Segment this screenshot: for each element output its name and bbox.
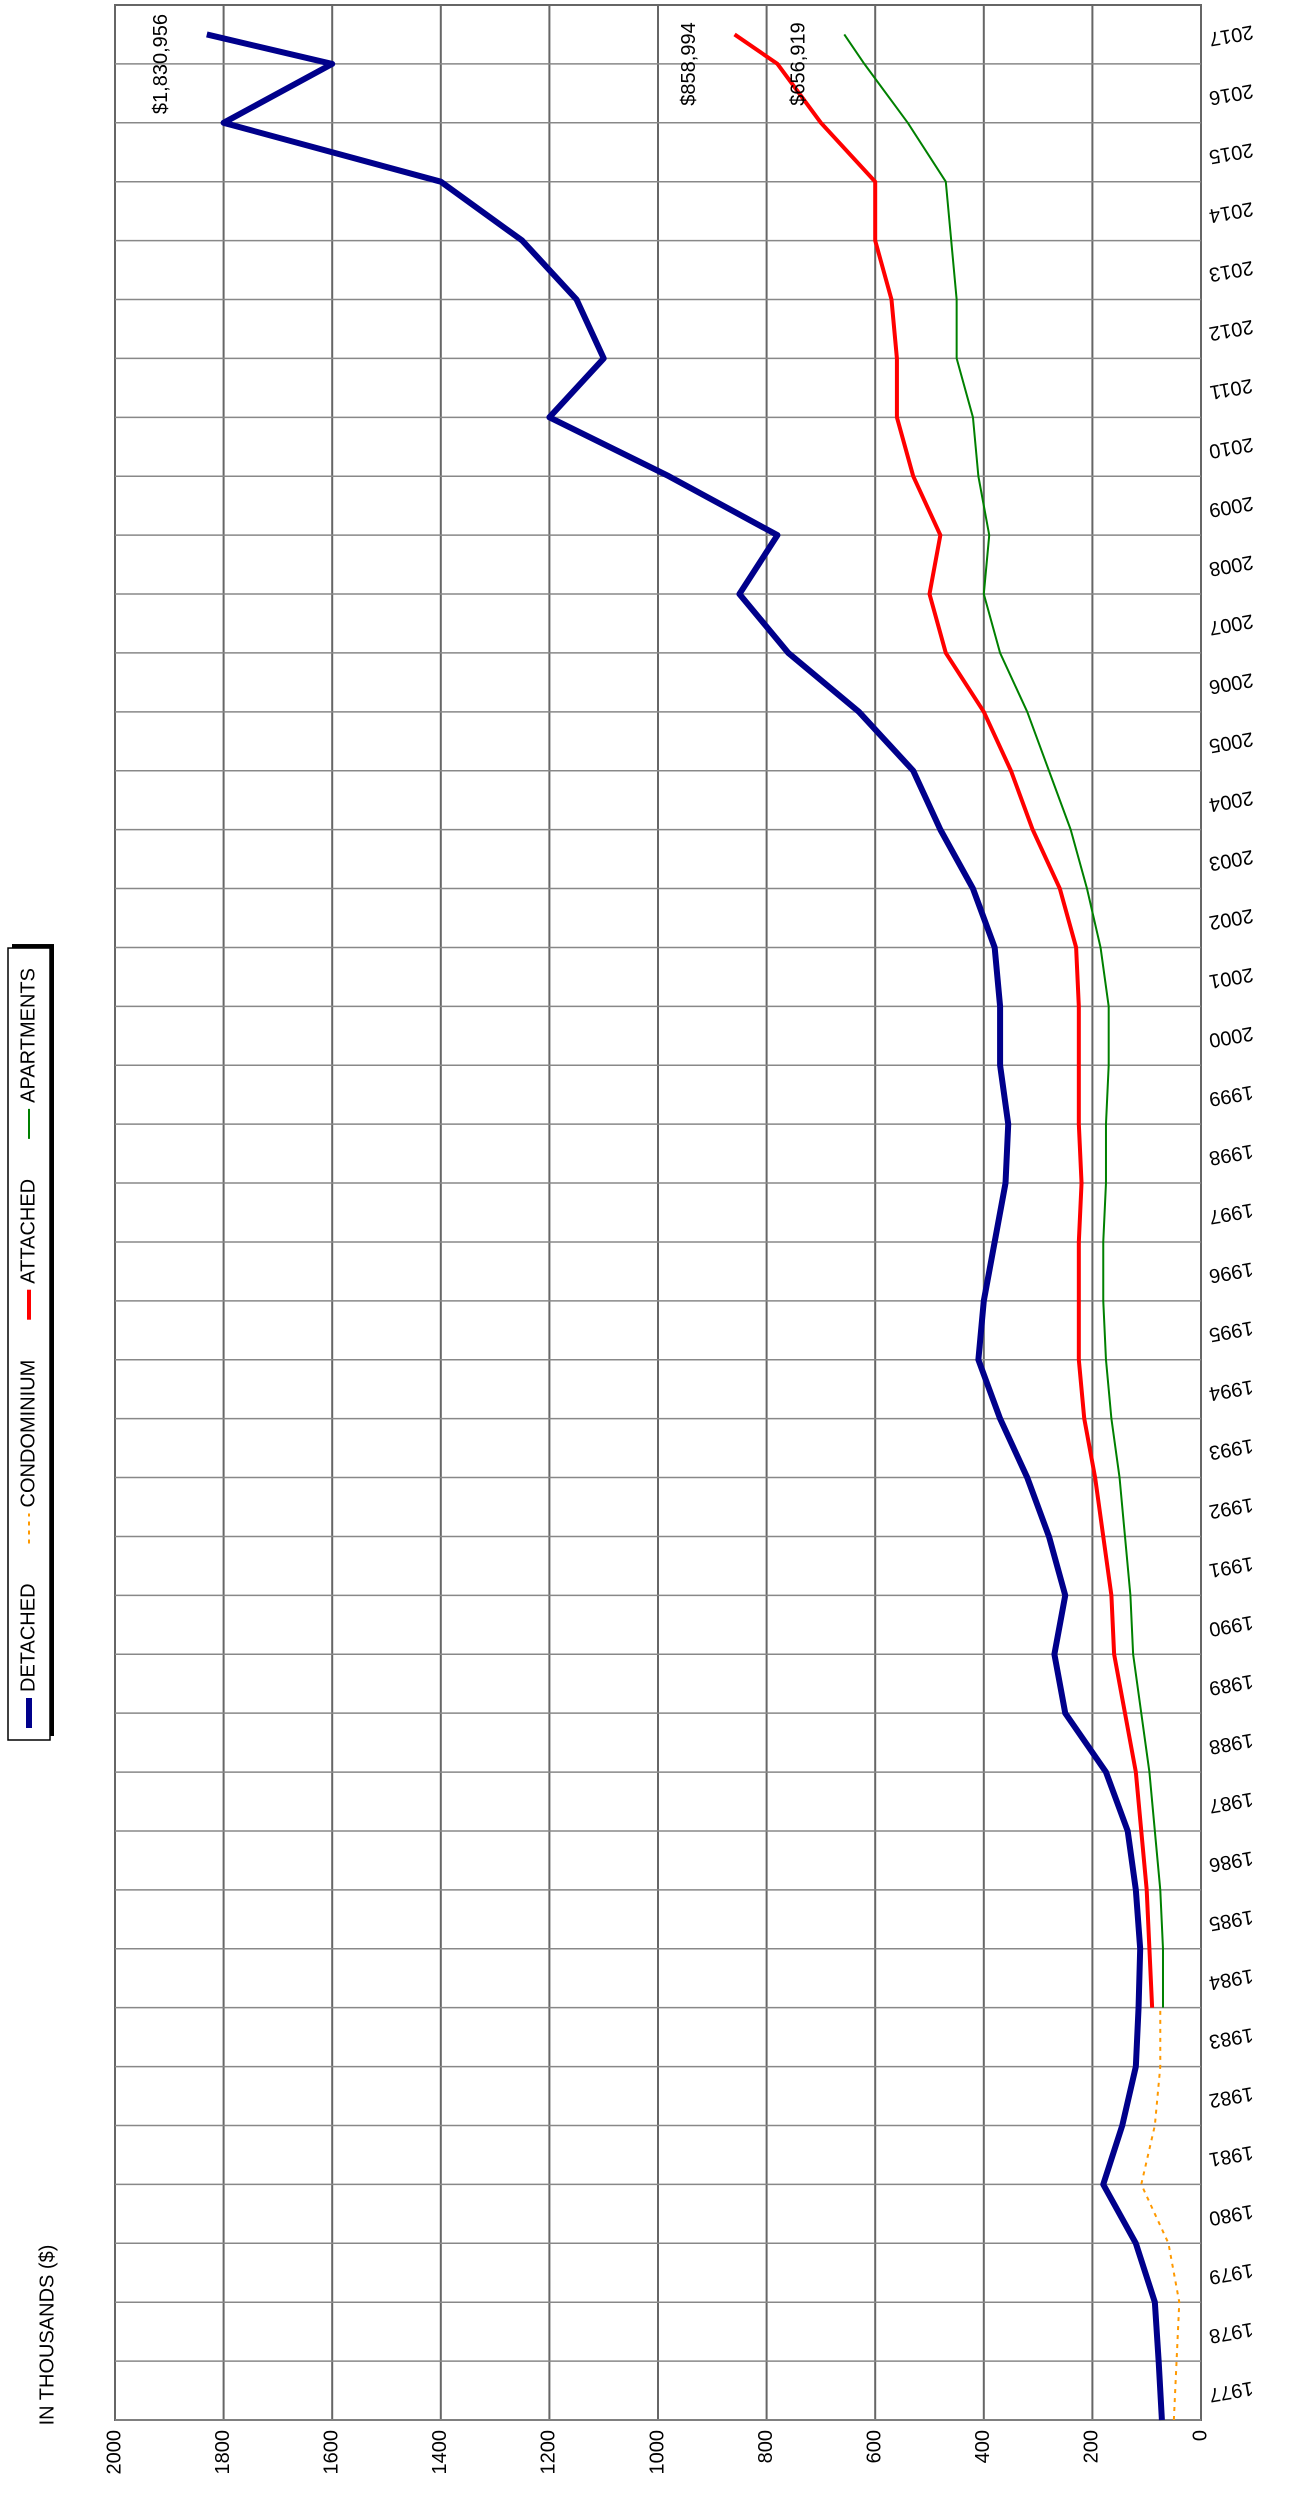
series-line [733,32,1155,2008]
series-line [206,31,1165,2421]
x-tick-label: 1986 [1207,1846,1255,1875]
x-tick-label: 2008 [1207,551,1255,580]
legend-box [7,947,51,1741]
x-tick-label: 1985 [1207,1905,1255,1934]
end-label: $656,919 [788,22,810,105]
x-tick-label: 1997 [1207,1199,1255,1228]
axis-label: IN THOUSANDS ($) [36,2245,58,2426]
y-tick-label: 1200 [538,2430,560,2475]
legend: DETACHED CONDOMINIUM ATTACHED APARTMENTS [7,944,54,1741]
x-tick-label: 2012 [1207,315,1255,344]
x-tick-label: 2015 [1207,138,1255,167]
series-line [843,33,1164,2008]
x-tick-label: 2006 [1207,668,1255,697]
x-tick-label: 1982 [1207,2082,1255,2111]
x-tick-label: 2004 [1207,786,1255,815]
y-tick-label: 400 [972,2430,994,2463]
end-label: $1,830,956 [150,14,172,114]
y-tick-label: 800 [755,2430,777,2463]
x-tick-label: 1994 [1207,1375,1255,1404]
y-tick-label: 1800 [212,2430,234,2475]
x-tick-label: 1990 [1207,1611,1255,1640]
x-tick-label: 1983 [1207,2023,1255,2052]
y-tick-label: 1400 [429,2430,451,2475]
x-tick-label: 1993 [1207,1434,1255,1463]
x-tick-label: 1987 [1207,1788,1255,1817]
x-tick-label: 2005 [1207,727,1255,756]
x-tick-label: 1981 [1207,2141,1255,2170]
x-tick-label: 1999 [1207,1081,1255,1110]
x-tick-label: 1984 [1207,1964,1255,1993]
x-tick-label: 1991 [1207,1552,1255,1581]
y-tick-label: 0 [1189,2430,1211,2441]
x-tick-label: 2007 [1207,609,1255,638]
y-tick-label: 1000 [646,2430,668,2475]
x-tick-label: 2011 [1208,374,1254,403]
y-tick-label: 600 [863,2430,885,2463]
y-tick-label: 200 [1081,2430,1103,2463]
x-tick-label: 1992 [1207,1493,1255,1522]
x-tick-label: 1977 [1207,2377,1255,2406]
y-tick-label: 1600 [320,2430,342,2475]
legend-label: ATTACHED [17,1179,39,1284]
x-tick-label: 1979 [1207,2259,1255,2288]
x-tick-label: 2003 [1207,845,1255,874]
series-line [1140,2007,1181,2421]
x-tick-label: 2013 [1207,256,1255,285]
y-tick-label: 2000 [103,2430,125,2475]
x-tick-label: 1989 [1207,1670,1255,1699]
x-tick-label: 1978 [1207,2318,1255,2347]
x-tick-label: 1980 [1207,2200,1255,2229]
legend-label: CONDOMINIUM [17,1360,39,1508]
end-label: $858,994 [678,22,700,105]
x-tick-label: 2002 [1207,904,1255,933]
rotated-chart: 0 200 400 600 800 1000 1200 1400 1600 1800 2000 197… [7,4,1255,2475]
x-tick-label: 2016 [1207,79,1255,108]
x-tick-label: 2009 [1207,492,1255,521]
x-tick-label: 2001 [1207,963,1255,992]
x-tick-label: 2014 [1207,197,1255,226]
legend-label: DETACHED [17,1583,39,1692]
x-tick-label: 1998 [1207,1140,1255,1169]
x-tick-label: 1988 [1207,1729,1255,1758]
legend-label: APARTMENTS [17,968,39,1103]
x-tick-label: 2017 [1207,20,1255,49]
x-tick-label: 2010 [1207,433,1255,462]
x-tick-label: 1995 [1207,1316,1255,1345]
x-tick-label: 2000 [1207,1022,1255,1051]
x-tick-label: 1996 [1207,1257,1255,1286]
